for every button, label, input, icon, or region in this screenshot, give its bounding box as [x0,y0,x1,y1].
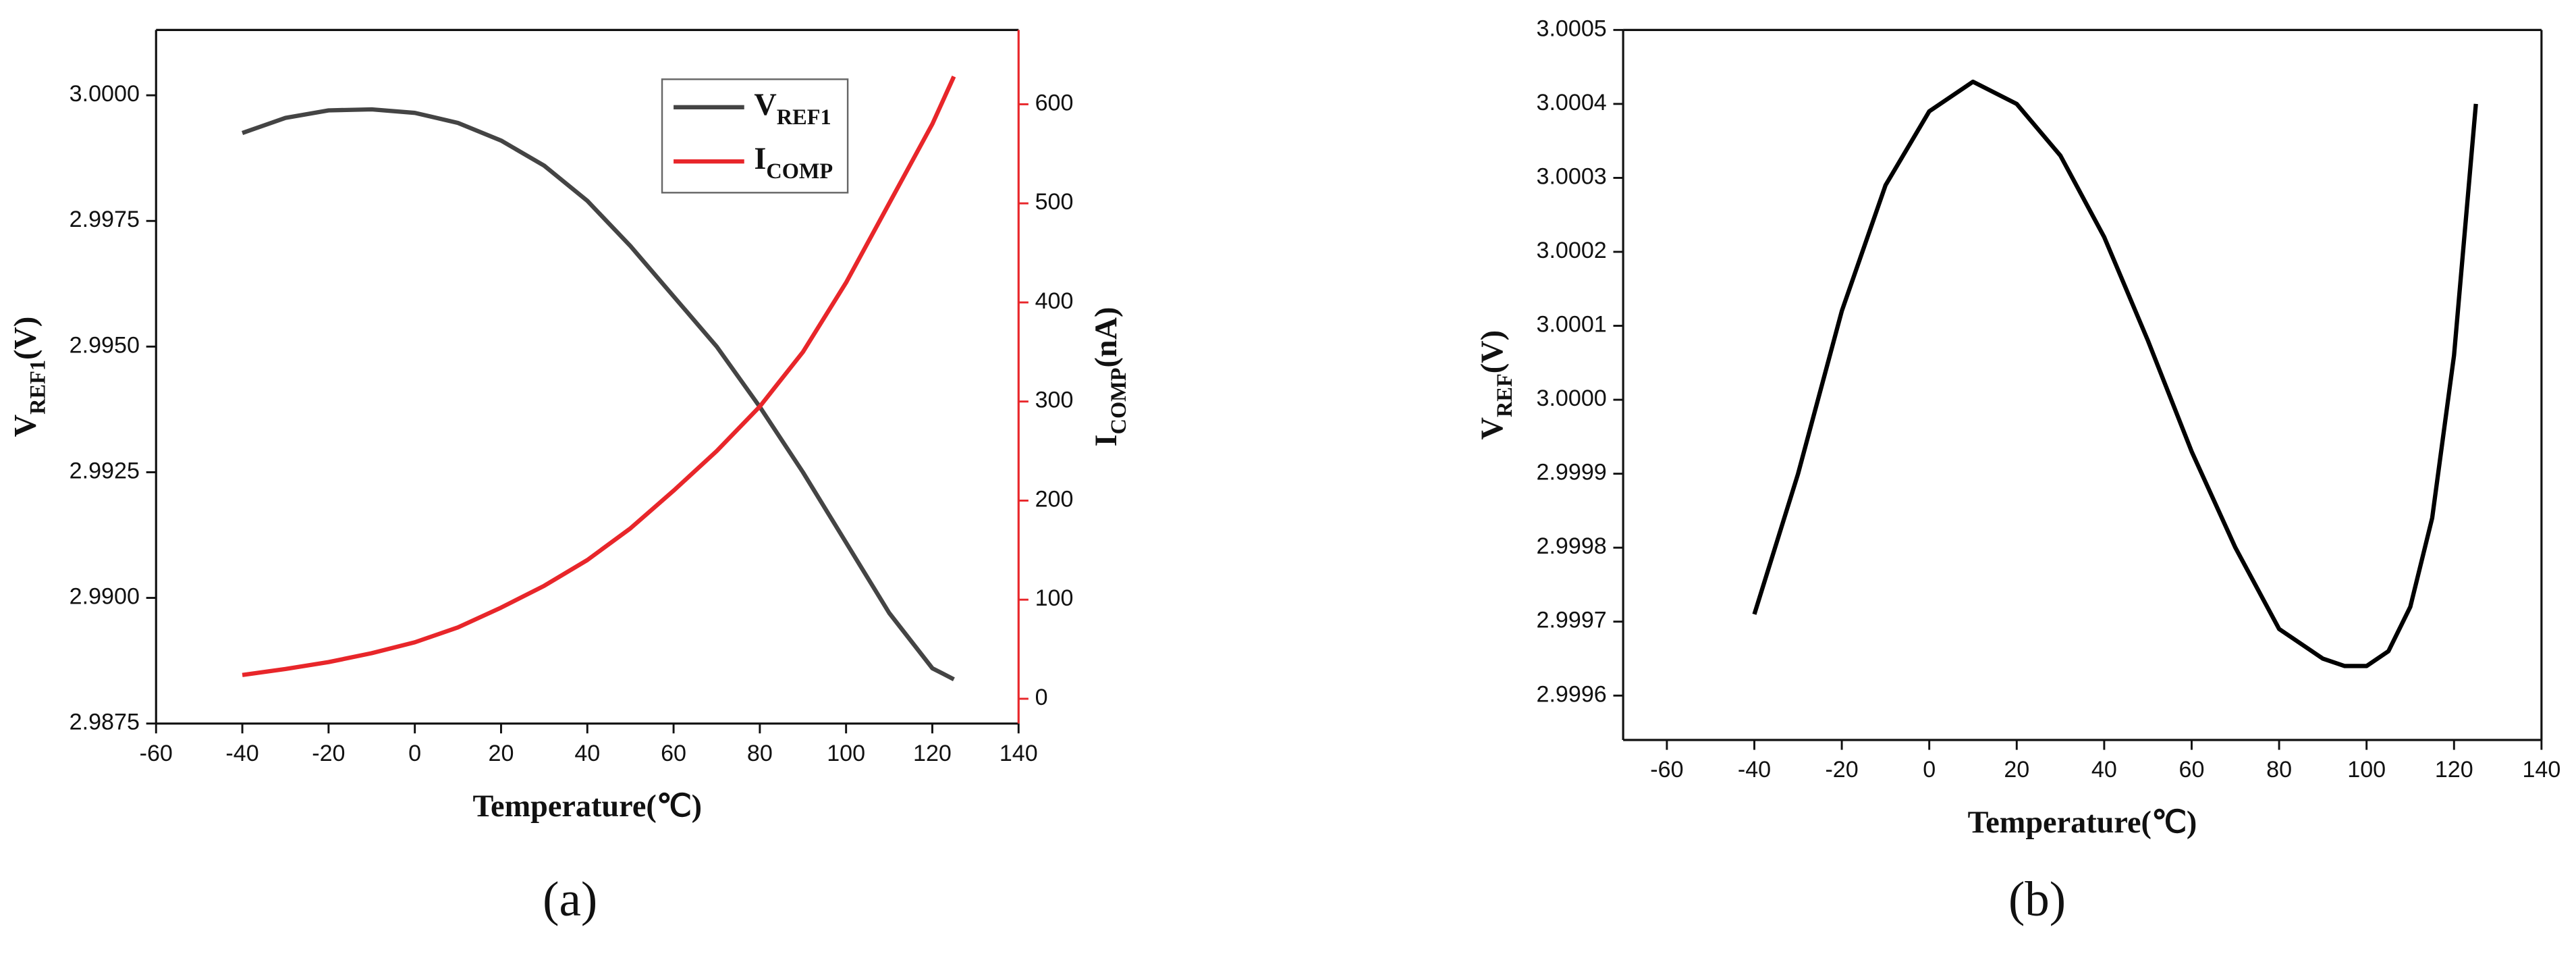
x-tick-label: 140 [2522,757,2560,783]
label-part: REF1 [777,105,831,130]
x-tick-label: -60 [140,741,173,766]
y-tick-label: 2.9925 [70,458,140,483]
y2-tick-label: 600 [1035,90,1074,115]
label-part: I [754,142,766,176]
legend-box [661,78,849,194]
y-tick-label: 2.9997 [1537,608,1607,633]
y2-tick-label: 100 [1035,585,1074,611]
y-tick-label: 3.0002 [1537,238,1607,263]
x-tick-label: 120 [913,741,952,766]
x-tick-label: 80 [2266,757,2292,783]
caption: (a) [543,872,597,926]
y-tick-label: 3.0000 [1537,386,1607,411]
x-tick-label: 80 [747,741,773,766]
x-axis-title: Temperature(℃) [472,789,702,824]
y2-tick-label: 500 [1035,189,1074,215]
y-tick-label: 3.0004 [1537,90,1607,115]
x-tick-label: -40 [1738,757,1771,783]
label-part: COMP [766,160,833,184]
y-tick-label: 2.9996 [1537,681,1607,707]
y-tick-label: 3.0001 [1537,312,1607,338]
y2-tick-label: 300 [1035,388,1074,413]
y-tick-label: 2.9875 [70,710,140,735]
y-tick-label: 2.9900 [70,584,140,610]
y-tick-label: 2.9975 [70,207,140,232]
y2-tick-label: 0 [1035,685,1048,710]
x-tick-label: 100 [2347,757,2386,783]
legend-label: VREF1 [754,87,831,130]
y-axis-title: VREF(V) [1475,330,1518,440]
series-line [242,107,955,681]
x-tick-label: -60 [1650,757,1683,783]
x-tick-label: 100 [827,741,865,766]
x-tick-label: -20 [1825,757,1858,783]
series-line [1752,79,2478,668]
y-axis-title: VREF1(V) [8,317,51,438]
label-part: (V) [8,317,43,360]
legend-label: ICOMP [754,142,833,184]
label-part: REF1 [26,360,51,415]
x-tick-label: 140 [999,741,1038,766]
y-tick-label: 2.9998 [1537,533,1607,559]
x-tick-label: -40 [225,741,258,766]
label-part: (V) [1475,330,1510,373]
x-tick-label: 20 [489,741,514,766]
x-tick-label: 40 [2091,757,2117,783]
x-tick-label: -20 [312,741,345,766]
label-part: V [754,87,776,122]
x-tick-label: 40 [574,741,600,766]
x-tick-label: 20 [2004,757,2029,783]
y-tick-label: 2.9999 [1537,460,1607,485]
y2-tick-label: 200 [1035,486,1074,512]
series-line [242,76,956,677]
x-axis-title: Temperature(℃) [1968,805,2197,840]
y2-axis-title: ICOMP(nA) [1089,307,1132,447]
y-tick-label: 3.0005 [1537,16,1607,41]
caption: (b) [2008,872,2066,926]
x-tick-label: 60 [661,741,686,766]
label-part: (nA) [1089,307,1124,368]
y-tick-label: 2.9950 [70,332,140,358]
y2-tick-label: 400 [1035,288,1074,314]
x-tick-label: 60 [2179,757,2205,783]
y-tick-label: 3.0003 [1537,163,1607,189]
x-tick-label: 120 [2435,757,2473,783]
label-part: I [1089,434,1124,446]
x-tick-label: 0 [1923,757,1936,783]
label-part: V [8,415,43,437]
label-part: COMP [1107,368,1132,435]
y-tick-label: 3.0000 [70,81,140,107]
x-tick-label: 0 [408,741,421,766]
label-part: REF [1493,373,1518,417]
label-part: V [1475,417,1510,440]
